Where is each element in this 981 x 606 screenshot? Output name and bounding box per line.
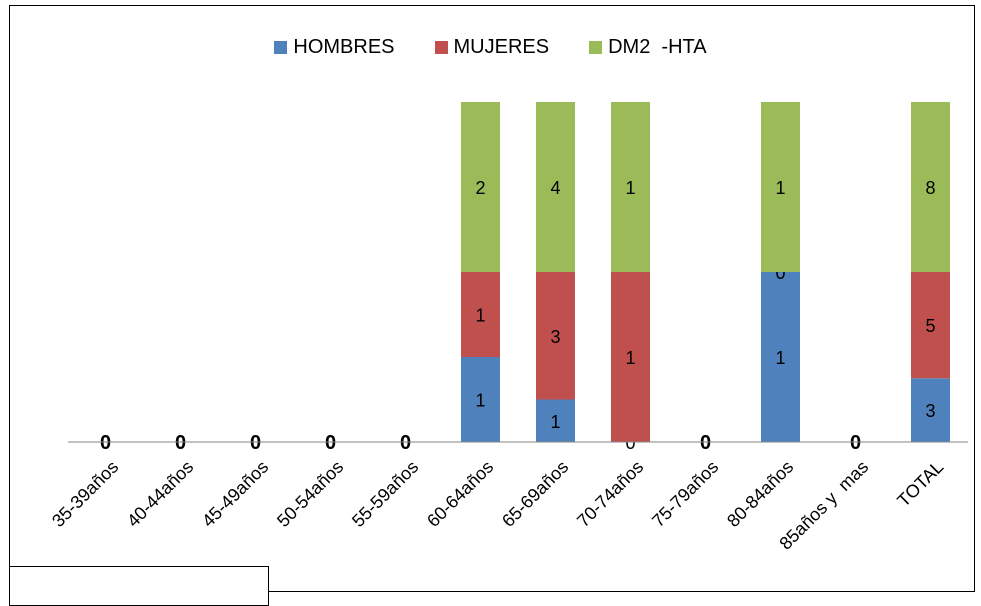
bar-segment-hombres-6 <box>536 399 575 442</box>
bar-segment-dm2-hta-9 <box>761 102 800 272</box>
data-label-3-0: 0 <box>325 432 336 454</box>
bar-segment-dm2-hta-11 <box>911 102 950 272</box>
x-tick-label-1: 40-44años <box>123 457 197 531</box>
data-label-8-0: 0 <box>700 432 711 454</box>
legend-item-hombres: HOMBRES <box>274 36 395 59</box>
data-label-5-2: 2 <box>475 178 485 198</box>
x-tick-label-7: 70-74años <box>573 457 647 531</box>
bar-segment-mujeres-5 <box>461 272 500 357</box>
x-tick-label-4: 55-59años <box>348 457 422 531</box>
data-label-1-0: 0 <box>175 432 186 454</box>
data-label-6-1: 3 <box>550 327 560 347</box>
legend-swatch-dm2-hta <box>589 41 603 54</box>
x-tick-label-6: 65-69años <box>498 457 572 531</box>
data-label-9-2: 1 <box>775 178 785 198</box>
x-tick-label-9: 80-84años <box>723 457 797 531</box>
data-label-4-0: 0 <box>400 432 411 454</box>
data-label-7-1: 1 <box>625 348 635 368</box>
legend-swatch-hombres <box>274 41 288 54</box>
bar-segment-mujeres-6 <box>536 272 575 400</box>
x-tick-label-11: TOTAL <box>893 457 947 511</box>
legend-swatch-mujeres <box>434 41 448 54</box>
data-label-11-2: 8 <box>925 178 935 198</box>
data-label-7-0: 0 <box>625 433 635 453</box>
data-label-10-0: 0 <box>850 432 861 454</box>
bar-segment-mujeres-7 <box>611 272 650 442</box>
data-label-5-0: 1 <box>475 391 485 411</box>
x-tick-label-0: 35-39años <box>48 457 122 531</box>
data-label-6-0: 1 <box>550 412 560 432</box>
legend-label-dm2-hta: DM2 -HTA <box>608 36 707 58</box>
bar-segment-dm2-hta-6 <box>536 102 575 272</box>
chart-legend: HOMBRES MUJERES DM2 -HTA <box>0 36 981 59</box>
x-tick-label-8: 75-79años <box>648 457 722 531</box>
data-label-11-0: 3 <box>925 401 935 421</box>
bar-segment-hombres-9 <box>761 272 800 442</box>
bar-segment-hombres-11 <box>911 378 950 442</box>
data-label-7-2: 1 <box>625 178 635 198</box>
legend-label-mujeres: MUJERES <box>453 36 550 58</box>
x-tick-label-3: 50-54años <box>273 457 347 531</box>
data-label-9-1: 0 <box>775 263 785 283</box>
empty-text-box <box>9 566 269 606</box>
legend-item-dm2-hta: DM2 -HTA <box>589 36 707 59</box>
bar-segment-dm2-hta-5 <box>461 102 500 272</box>
data-label-5-1: 1 <box>475 306 485 326</box>
data-label-9-0: 1 <box>775 348 785 368</box>
x-tick-label-5: 60-64años <box>423 457 497 531</box>
legend-item-mujeres: MUJERES <box>434 36 550 59</box>
bar-segment-mujeres-11 <box>911 272 950 379</box>
data-label-2-0: 0 <box>250 432 261 454</box>
legend-label-hombres: HOMBRES <box>293 36 395 58</box>
bar-segment-hombres-5 <box>461 357 500 442</box>
bar-segment-dm2-hta-7 <box>611 102 650 272</box>
x-tick-label-2: 45-49años <box>198 457 272 531</box>
data-label-11-1: 5 <box>925 316 935 336</box>
data-label-0-0: 0 <box>100 432 111 454</box>
data-label-6-2: 4 <box>550 178 560 198</box>
